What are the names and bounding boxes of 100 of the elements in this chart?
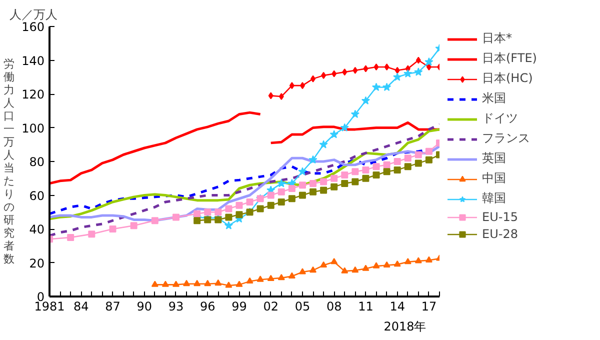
point (350, 110, 360, 118)
point (288, 195, 296, 202)
point (278, 274, 285, 280)
point (352, 178, 359, 186)
point (298, 167, 307, 176)
point (393, 72, 402, 81)
point (352, 266, 359, 273)
point (289, 82, 294, 90)
point (372, 163, 380, 170)
point (362, 166, 370, 174)
point (330, 174, 338, 182)
point (278, 188, 285, 196)
point (361, 96, 370, 104)
point (425, 148, 432, 155)
point (310, 75, 316, 82)
x-tick-label: 08 (326, 300, 342, 314)
legend-label: EU-28 (482, 227, 518, 241)
point (362, 264, 370, 271)
point (204, 208, 212, 216)
point (372, 82, 381, 91)
point (414, 160, 422, 167)
legend-label: ドイツ (482, 110, 518, 127)
x-tick-label: 87 (105, 300, 120, 314)
y-tick-label: 20 (29, 256, 45, 270)
y-tick-label: 60 (29, 188, 45, 203)
point (372, 172, 380, 178)
legend-label: 中国 (482, 170, 506, 187)
point (341, 172, 348, 178)
point (426, 64, 432, 70)
point (414, 151, 422, 158)
point (162, 280, 169, 287)
point (288, 272, 296, 278)
y-tick-label: 160 (22, 20, 44, 34)
point (151, 217, 158, 224)
point (383, 161, 390, 168)
point (278, 198, 285, 206)
point (352, 66, 358, 74)
point (246, 277, 254, 284)
point (404, 69, 412, 78)
point (267, 274, 274, 282)
legend-label: 米国 (482, 90, 506, 107)
legend-label: フランス (482, 130, 530, 147)
point (383, 168, 390, 176)
point (321, 72, 326, 79)
point (194, 280, 201, 286)
point (130, 222, 138, 230)
text: 人／万人 (10, 8, 58, 22)
x-tick-label: 84 (73, 300, 89, 314)
text: 労働力人口一万人当たりの研究者数 (4, 58, 15, 266)
point (341, 267, 348, 274)
point (416, 56, 421, 64)
point (341, 180, 348, 187)
point (394, 166, 401, 174)
legend-label: 日本(FTE) (482, 50, 537, 67)
point (330, 258, 338, 264)
point (288, 185, 296, 192)
point (310, 180, 317, 187)
legend-label: 日本* (482, 30, 512, 47)
point (267, 192, 274, 199)
y-tick-label: 120 (22, 88, 44, 102)
point (384, 64, 390, 70)
point (278, 93, 284, 100)
point (214, 279, 222, 286)
x-tick-label: 99 (232, 300, 247, 314)
point (310, 266, 317, 273)
point (236, 202, 243, 209)
point (172, 214, 180, 221)
line-series (50, 111, 262, 185)
x-tick-label: 02 (263, 300, 278, 314)
point (298, 192, 306, 199)
point (320, 178, 328, 186)
point (383, 261, 390, 268)
y-tick-label: 40 (29, 222, 45, 236)
point (363, 65, 368, 72)
y-tick-label: 140 (22, 54, 44, 68)
point (183, 280, 190, 286)
point (67, 234, 74, 241)
point (425, 156, 432, 164)
x-tick-label: 11 (358, 300, 374, 314)
point (256, 205, 264, 212)
point (172, 280, 180, 287)
point (340, 123, 349, 132)
x-tick-label: 05 (294, 300, 310, 314)
legend-label: 英国 (482, 150, 506, 167)
point (298, 182, 306, 189)
point (424, 57, 434, 66)
x-axis-title: 2018年 (384, 320, 426, 334)
point (194, 217, 201, 224)
legend-label: EU-15 (482, 210, 518, 224)
point (404, 258, 412, 264)
point (372, 262, 380, 268)
point (88, 230, 96, 238)
point (394, 158, 401, 165)
point (425, 256, 432, 262)
point (256, 276, 264, 282)
point (224, 221, 233, 230)
point (352, 168, 359, 176)
point (204, 280, 212, 286)
point (382, 82, 392, 91)
point (330, 183, 338, 190)
